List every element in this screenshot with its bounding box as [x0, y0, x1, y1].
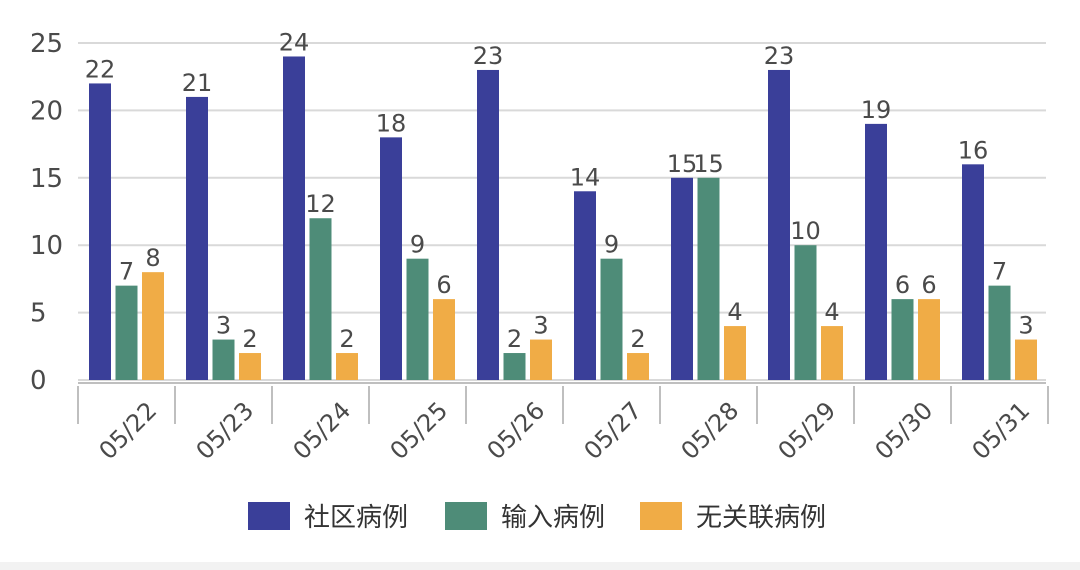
x-tick-label: 05/25 [385, 396, 454, 465]
bar [212, 339, 235, 380]
data-label: 24 [279, 28, 310, 56]
legend-swatch [640, 502, 682, 530]
bar [918, 299, 940, 380]
bar [891, 299, 914, 380]
y-tick-label: 25 [30, 29, 63, 59]
x-tick-label: 05/29 [773, 396, 842, 465]
data-label: 4 [824, 298, 839, 326]
legend-label: 社区病例 [304, 503, 408, 533]
data-label: 7 [119, 258, 134, 286]
bar [821, 326, 843, 380]
bar [530, 339, 552, 380]
bar [768, 69, 790, 381]
x-axis-ticks: 05/22 05/23 05/24 05/25 05/26 05/27 05/28 05/29… [94, 396, 1036, 465]
legend-item: 社区病例 [248, 502, 408, 533]
y-tick-label: 20 [30, 96, 63, 126]
legend-item: 输入病例 [445, 502, 605, 533]
bar [283, 56, 305, 380]
legend-label: 无关联病例 [696, 503, 826, 533]
bar [697, 177, 720, 380]
data-label: 2 [507, 325, 522, 353]
data-label: 4 [727, 298, 742, 326]
x-tick-label: 05/26 [482, 396, 551, 465]
bar [336, 353, 358, 380]
data-label: 8 [145, 244, 160, 272]
x-tick-label: 05/27 [579, 396, 648, 465]
bar [239, 353, 261, 380]
x-tick-label: 05/22 [94, 396, 163, 465]
bar [962, 164, 984, 380]
data-label: 2 [242, 325, 257, 353]
x-tick-label: 05/24 [288, 396, 357, 465]
data-label: 14 [570, 163, 601, 191]
data-label: 22 [85, 55, 116, 83]
data-label: 2 [630, 325, 645, 353]
y-tick-label: 5 [30, 299, 47, 329]
bar [988, 285, 1011, 380]
bars [89, 56, 1037, 381]
x-tick-label: 05/30 [870, 396, 939, 465]
bar [380, 137, 402, 380]
data-label: 6 [921, 271, 936, 299]
bar [186, 96, 208, 381]
bar [627, 353, 649, 380]
bar [600, 258, 623, 380]
data-label: 6 [895, 271, 910, 299]
bar [309, 218, 332, 380]
x-tick-label: 05/28 [676, 396, 745, 465]
bar [574, 191, 596, 380]
legend-item: 无关联病例 [640, 502, 826, 533]
x-tick-label: 05/23 [191, 396, 260, 465]
bar [671, 177, 693, 380]
y-tick-label: 15 [30, 164, 63, 194]
data-label: 10 [790, 217, 821, 245]
data-label: 2 [339, 325, 354, 353]
y-tick-label: 0 [30, 366, 47, 396]
data-label: 19 [861, 96, 892, 124]
bar [865, 123, 887, 380]
bar [1015, 339, 1037, 380]
data-label: 23 [764, 42, 795, 70]
bar [115, 285, 138, 380]
data-label: 7 [992, 258, 1007, 286]
y-axis-ticks: 0 5 10 15 20 25 [30, 29, 63, 396]
legend: 社区病例 输入病例 无关联病例 [248, 502, 826, 533]
legend-swatch [248, 502, 290, 530]
data-label: 9 [604, 231, 619, 259]
bar [724, 326, 746, 380]
bar [477, 69, 499, 381]
data-label: 9 [410, 231, 425, 259]
data-label: 15 [667, 150, 698, 178]
x-axis [77, 382, 1049, 424]
bar [406, 258, 429, 380]
data-label: 15 [693, 150, 724, 178]
bottom-band [0, 562, 1080, 570]
data-label: 16 [958, 136, 989, 164]
y-tick-label: 10 [30, 231, 63, 261]
legend-label: 输入病例 [501, 503, 605, 533]
bar [89, 83, 111, 380]
data-label: 23 [473, 42, 504, 70]
bar [142, 272, 164, 380]
data-label: 12 [305, 190, 336, 218]
bar [794, 245, 817, 380]
x-tick-label: 05/31 [967, 396, 1036, 465]
data-label: 18 [376, 109, 407, 137]
data-label: 3 [533, 312, 548, 340]
data-label: 3 [216, 312, 231, 340]
data-label: 6 [436, 271, 451, 299]
data-label: 21 [182, 69, 213, 97]
bar [433, 299, 455, 380]
data-label: 3 [1018, 312, 1033, 340]
legend-swatch [445, 502, 487, 530]
bar [503, 353, 526, 380]
